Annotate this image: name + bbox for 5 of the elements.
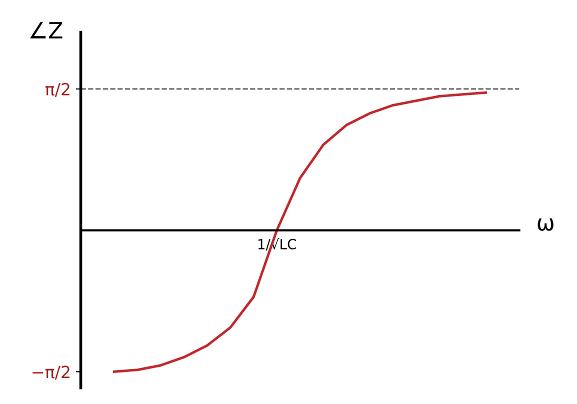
x-axis-title: ω [538, 218, 554, 231]
line-series [112, 91, 488, 373]
y-axis-title: ∠Z [30, 22, 62, 38]
y-tick-label: π/2 [45, 82, 70, 97]
y-tick-label: −π/2 [32, 366, 70, 380]
